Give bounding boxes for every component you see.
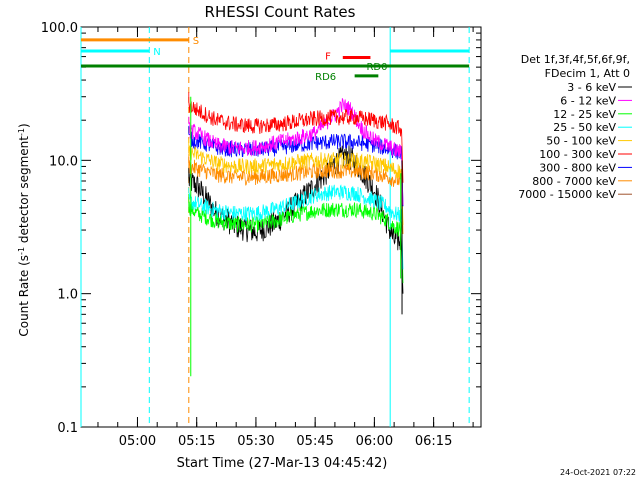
series-line-12_25keV xyxy=(188,193,404,284)
legend-entry: 800 - 7000 keV xyxy=(532,175,616,188)
rd6-label: RD6 xyxy=(315,72,336,83)
x-tick-label: 06:00 xyxy=(356,434,393,449)
y-tick-label: 1.0 xyxy=(57,288,78,303)
series-line-6_12keV xyxy=(188,98,404,206)
series-line-50_100keV xyxy=(188,139,404,225)
series-line-100_300keV xyxy=(188,92,404,183)
legend-header-line1: Det 1f,3f,4f,5f,6f,9f, xyxy=(521,53,630,66)
x-tick-label: 05:00 xyxy=(119,434,156,449)
x-tick-label: 05:15 xyxy=(178,434,215,449)
legend-entry: 300 - 800 keV xyxy=(539,161,616,174)
legend-entry: 100 - 300 keV xyxy=(539,148,616,161)
x-axis-label: Start Time (27-Mar-13 04:45:42) xyxy=(177,456,388,471)
legend-header-line2: FDecim 1, Att 0 xyxy=(545,67,630,80)
legend-entry: 7000 - 15000 keV xyxy=(518,188,616,201)
series-group xyxy=(188,92,404,377)
timestamp: 24-Oct-2021 07:22 xyxy=(560,468,636,477)
chart-title: RHESSI Count Rates xyxy=(205,3,356,21)
legend-entry: 12 - 25 keV xyxy=(553,108,616,121)
y-tick-label: 10.0 xyxy=(49,154,78,169)
axes-group: 05:00 05:15 05:30 05:45 06:00 06:15 0.1 1.0 10.0… xyxy=(41,21,481,449)
y-tick-label: 0.1 xyxy=(57,421,78,436)
legend-entry: 50 - 100 keV xyxy=(546,135,616,148)
x-tick-label: 05:30 xyxy=(237,434,274,449)
legend-entry: 3 - 6 keV xyxy=(567,81,616,94)
time-markers xyxy=(80,27,470,427)
y-tick-label: 100.0 xyxy=(41,21,78,36)
night-label: N xyxy=(153,47,160,58)
saa-label: S xyxy=(193,36,199,47)
x-tick-label: 06:15 xyxy=(415,434,452,449)
x-tick-label: 05:45 xyxy=(296,434,333,449)
legend-entry: 6 - 12 keV xyxy=(560,94,616,107)
rd0-label: RD0 xyxy=(366,62,387,73)
annotation-bars: S N RD0 F RD6 xyxy=(81,36,470,83)
series-line-25_50keV xyxy=(188,184,404,270)
legend-entry: 25 - 50 keV xyxy=(553,121,616,134)
series-line-800_7000keV xyxy=(188,153,404,235)
flare-label: F xyxy=(325,52,331,63)
y-axis-label: Count Rate (s-1 detector segment-1) xyxy=(17,123,32,336)
